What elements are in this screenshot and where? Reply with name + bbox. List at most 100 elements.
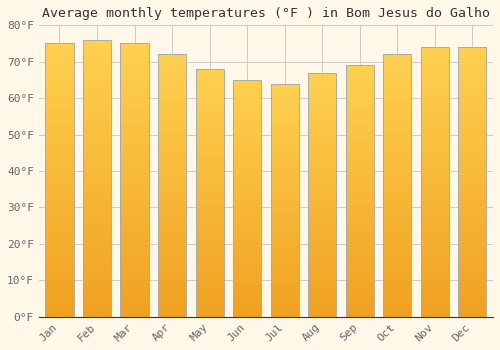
Bar <box>196 144 224 146</box>
Bar <box>383 127 412 130</box>
Bar <box>346 141 374 144</box>
Bar <box>158 64 186 68</box>
Bar <box>120 194 148 197</box>
Bar <box>196 162 224 165</box>
Bar <box>308 311 336 314</box>
Bar <box>421 276 449 280</box>
Bar <box>458 88 486 91</box>
Bar <box>158 163 186 166</box>
Bar <box>83 306 111 310</box>
Bar <box>233 228 261 231</box>
Bar <box>270 229 299 232</box>
Bar <box>196 248 224 252</box>
Bar <box>346 254 374 257</box>
Bar <box>158 274 186 278</box>
Bar <box>83 78 111 82</box>
Bar <box>346 109 374 112</box>
Bar <box>120 115 148 119</box>
Bar <box>383 159 412 163</box>
Bar <box>383 104 412 107</box>
Bar <box>120 84 148 88</box>
Bar <box>270 294 299 296</box>
Bar <box>120 183 148 187</box>
Bar <box>120 276 148 279</box>
Bar <box>308 186 336 189</box>
Bar <box>308 250 336 253</box>
Bar <box>458 71 486 74</box>
Bar <box>233 127 261 130</box>
Bar <box>233 243 261 246</box>
Bar <box>421 155 449 159</box>
Bar <box>346 153 374 156</box>
Bar <box>270 95 299 98</box>
Bar <box>233 299 261 302</box>
Bar <box>83 68 111 71</box>
Bar <box>421 303 449 307</box>
Bar <box>233 166 261 169</box>
Bar <box>83 265 111 268</box>
Bar <box>308 79 336 82</box>
Bar <box>308 73 336 76</box>
Bar <box>458 263 486 266</box>
Bar <box>421 47 449 50</box>
Bar <box>383 281 412 284</box>
Bar <box>46 129 74 132</box>
Bar <box>233 308 261 311</box>
Bar <box>346 178 374 182</box>
Bar <box>233 95 261 98</box>
Bar <box>270 177 299 180</box>
Bar <box>233 281 261 284</box>
Bar <box>196 276 224 280</box>
Bar <box>83 126 111 130</box>
Bar <box>46 122 74 126</box>
Bar <box>233 272 261 275</box>
Bar <box>346 103 374 106</box>
Bar <box>46 119 74 122</box>
Bar <box>158 117 186 120</box>
Bar <box>120 105 148 108</box>
Bar <box>458 243 486 246</box>
Bar <box>421 74 449 77</box>
Bar <box>346 78 374 81</box>
Bar <box>196 292 224 295</box>
Bar <box>83 178 111 182</box>
Bar <box>346 156 374 160</box>
Bar <box>270 110 299 113</box>
Bar <box>346 72 374 75</box>
Bar <box>120 231 148 235</box>
Bar <box>196 196 224 199</box>
Bar <box>83 40 111 317</box>
Bar <box>83 144 111 147</box>
Bar <box>83 113 111 116</box>
Bar <box>270 124 299 127</box>
Bar <box>158 143 186 146</box>
Bar <box>421 172 449 175</box>
Bar <box>346 292 374 295</box>
Bar <box>308 277 336 280</box>
Bar <box>421 101 449 104</box>
Bar <box>458 236 486 239</box>
Bar <box>458 57 486 61</box>
Bar <box>233 181 261 183</box>
Bar <box>158 74 186 77</box>
Bar <box>270 238 299 241</box>
Bar <box>233 246 261 249</box>
Bar <box>120 313 148 317</box>
Bar <box>233 98 261 101</box>
Bar <box>383 169 412 173</box>
Bar <box>308 134 336 137</box>
Bar <box>120 54 148 57</box>
Bar <box>196 159 224 162</box>
Bar <box>270 197 299 200</box>
Bar <box>421 111 449 114</box>
Bar <box>158 110 186 113</box>
Bar <box>308 204 336 207</box>
Bar <box>458 64 486 67</box>
Bar <box>46 190 74 194</box>
Bar <box>158 264 186 268</box>
Bar <box>83 130 111 133</box>
Bar <box>270 290 299 294</box>
Bar <box>120 74 148 78</box>
Bar <box>83 261 111 265</box>
Bar <box>120 98 148 102</box>
